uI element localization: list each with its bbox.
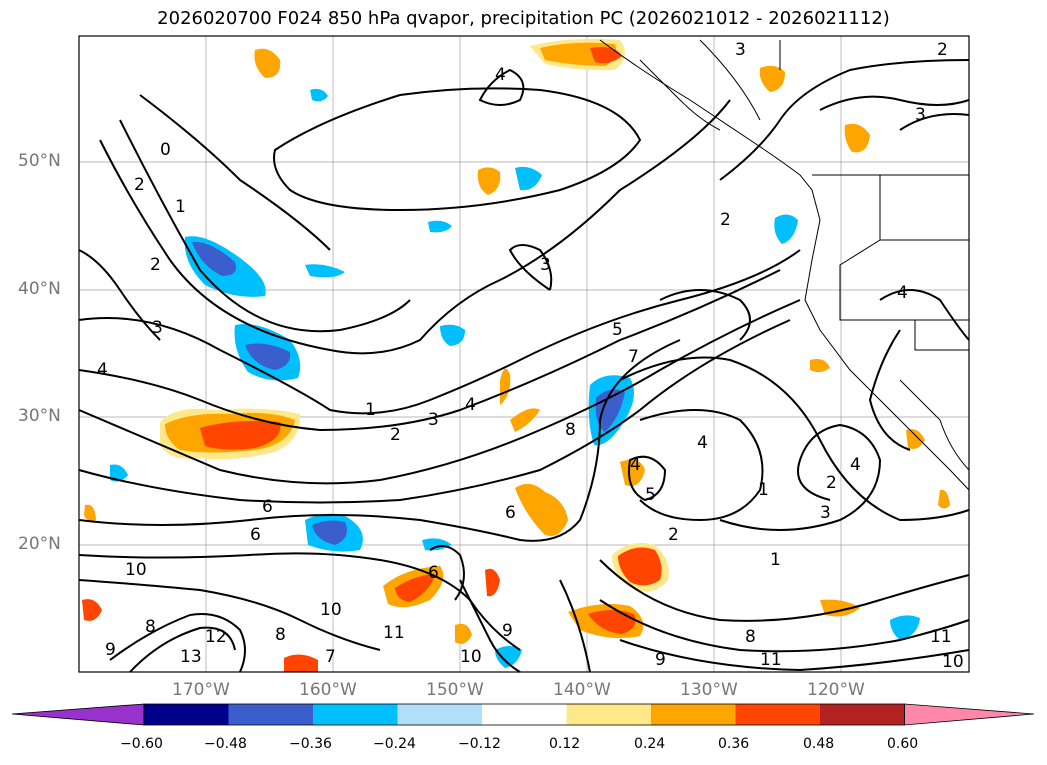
lon-label-120w: 120°W: [807, 680, 865, 700]
contour-label-9c: 9: [655, 650, 666, 670]
lat-label-30: 30°N: [18, 406, 61, 426]
colorbar-tick-4: −0.24: [373, 736, 416, 752]
lat-label-40: 40°N: [18, 279, 61, 299]
map-title: 2026020700 F024 850 hPa qvapor, precipit…: [157, 8, 890, 29]
contour-label-6c: 6: [505, 503, 516, 523]
contour-label-4: 4: [97, 360, 108, 380]
contour-label-0: 0: [160, 140, 171, 160]
contour-label-3d: 3: [915, 105, 926, 125]
colorbar-tick-8: 0.36: [718, 736, 750, 752]
colorbar-bin-1: [144, 704, 229, 725]
colorbar: [11, 703, 1035, 726]
colorbar-tick-9: 0.48: [803, 736, 835, 752]
colorbar-tick-7: 0.24: [634, 736, 666, 752]
contour-label-6: 6: [262, 497, 273, 517]
contour-label-12: 12: [205, 627, 227, 647]
colorbar-bin-7: [651, 704, 736, 725]
colorbar-extend-low: [11, 703, 145, 726]
contour-label-2c: 2: [937, 40, 948, 60]
contour-label-10c: 10: [460, 647, 482, 667]
lat-label-50: 50°N: [18, 151, 61, 171]
contour-label-11: 11: [383, 623, 405, 643]
contour-labels: 0 1 2 2 3 4 4 3 3 2 3 2 1 2 3 4 5 7 8 6 …: [97, 40, 964, 672]
contour-label-11b: 11: [760, 650, 782, 670]
colorbar-bin-2: [228, 704, 313, 725]
colorbar-bin-9: [820, 704, 905, 725]
contour-label-3: 3: [152, 318, 163, 338]
colorbar-tick-1: −0.60: [120, 736, 163, 752]
contour-label-11c: 11: [930, 627, 952, 647]
lat-label-20: 20°N: [18, 534, 61, 554]
colorbar-tick-6: 0.12: [549, 736, 581, 752]
contour-label-2b: 2: [150, 255, 161, 275]
colorbar-tick-3: −0.36: [289, 736, 332, 752]
contour-label-1c: 1: [770, 550, 781, 570]
contour-label-1: 1: [175, 197, 186, 217]
colorbar-tick-5: −0.12: [458, 736, 501, 752]
lon-label-130w: 130°W: [680, 680, 738, 700]
contour-label-6b: 6: [250, 525, 261, 545]
lon-label-150w: 150°W: [426, 680, 484, 700]
contour-label-2g: 2: [826, 473, 837, 493]
colorbar-bin-6: [566, 704, 651, 725]
contour-label-10b: 10: [320, 600, 342, 620]
colorbar-bin-5: [482, 704, 567, 725]
lon-label-140w: 140°W: [553, 680, 611, 700]
contour-label-6d: 6: [428, 563, 439, 583]
contour-label-10d: 10: [942, 652, 964, 672]
contour-label-2: 2: [134, 175, 145, 195]
map-plot-area: [79, 36, 969, 672]
contour-label-10: 10: [125, 560, 147, 580]
contour-label-3c: 3: [735, 40, 746, 60]
contour-label-3e: 3: [428, 410, 439, 430]
contour-label-8: 8: [565, 420, 576, 440]
contour-label-4b: 4: [495, 65, 506, 85]
contour-label-8c: 8: [275, 625, 286, 645]
map-frame: [78, 35, 970, 673]
contour-label-3b: 3: [540, 255, 551, 275]
contour-label-5: 5: [612, 320, 623, 340]
contour-label-4c: 4: [465, 395, 476, 415]
contour-label-2e: 2: [390, 425, 401, 445]
contour-label-2f: 2: [668, 525, 679, 545]
contour-label-7: 7: [628, 347, 639, 367]
contour-label-7b: 7: [325, 647, 336, 667]
contour-label-8b: 8: [145, 617, 156, 637]
contour-label-1d: 1: [758, 480, 769, 500]
contour-label-4e: 4: [697, 433, 708, 453]
lon-label-160w: 160°W: [299, 680, 357, 700]
contour-label-4g: 4: [897, 283, 908, 303]
contour-label-4d: 4: [630, 455, 641, 475]
contour-label-9: 9: [105, 640, 116, 660]
colorbar-tick-10: 0.60: [887, 736, 919, 752]
qvapor-contours: [78, 59, 970, 673]
contour-label-2d: 2: [720, 210, 731, 230]
colorbar-bin-3: [313, 704, 398, 725]
contour-label-1b: 1: [365, 400, 376, 420]
colorbar-bin-8: [735, 704, 820, 725]
contour-label-9b: 9: [502, 621, 513, 641]
contour-label-8d: 8: [745, 627, 756, 647]
lon-label-170w: 170°W: [172, 680, 230, 700]
contour-label-13: 13: [180, 647, 202, 667]
colorbar-bin-4: [397, 704, 482, 725]
contour-label-5b: 5: [645, 485, 656, 505]
coastlines: [599, 39, 970, 491]
contour-label-3f: 3: [820, 503, 831, 523]
colorbar-extend-high: [904, 703, 1035, 726]
contour-label-4f: 4: [850, 455, 861, 475]
colorbar-tick-2: −0.48: [204, 736, 247, 752]
